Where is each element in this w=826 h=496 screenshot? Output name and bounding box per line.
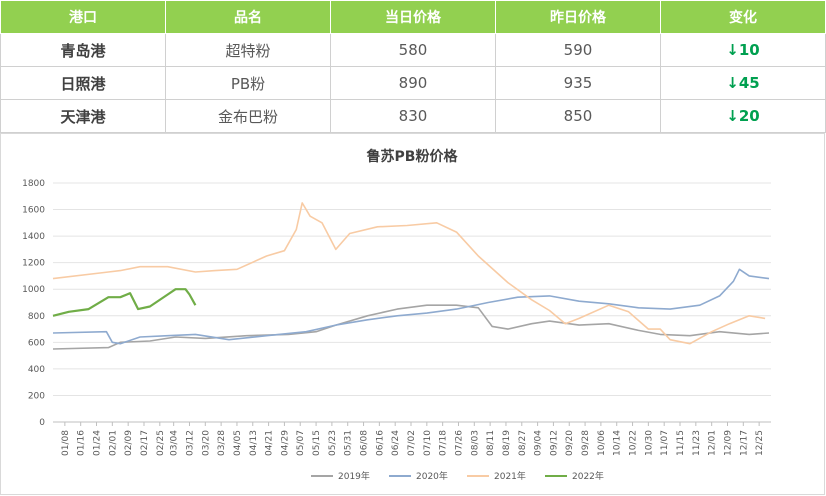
x-tick-label: 04/29 [280, 430, 290, 456]
x-tick-label: 12/09 [723, 430, 733, 456]
product-cell: PB粉 [165, 66, 331, 100]
y-tick-label: 1400 [22, 232, 45, 242]
x-tick-label: 08/11 [486, 430, 496, 456]
series-line [52, 304, 770, 350]
x-tick-label: 05/15 [312, 430, 322, 456]
today-price-cell: 580 [330, 33, 496, 67]
legend-label: 2019年 [338, 470, 370, 482]
x-tick-label: 10/06 [597, 430, 607, 456]
x-tick-label: 01/08 [61, 430, 71, 456]
change-cell: ↓20 [660, 99, 826, 133]
x-tick-label: 04/05 [233, 430, 243, 456]
yesterday-price-cell: 590 [495, 33, 661, 67]
change-cell: ↓45 [660, 66, 826, 100]
x-tick-label: 05/31 [344, 430, 354, 456]
x-tick-label: 09/20 [565, 430, 575, 456]
y-tick-label: 1600 [22, 206, 45, 216]
chart-container: 鲁苏PB粉价格 0 200 400 600 800 1000 1200 1400 1600 1800… [0, 133, 825, 495]
today-price-cell: 890 [330, 66, 496, 100]
column-header: 昨日价格 [495, 0, 661, 34]
table-header-row: 港口 品名 当日价格 昨日价格 变化 [0, 0, 826, 34]
port-cell: 青岛港 [0, 33, 166, 67]
x-tick-label: 08/03 [470, 430, 480, 456]
x-tick-label: 01/24 [93, 430, 103, 456]
today-price-cell: 830 [330, 99, 496, 133]
y-tick-label: 1000 [22, 285, 45, 295]
x-tick-label: 12/01 [708, 430, 718, 456]
x-tick-label: 12/25 [755, 430, 765, 456]
x-tick-label: 03/28 [217, 430, 227, 456]
price-table: 港口 品名 当日价格 昨日价格 变化 青岛港 超特粉 580 590 ↓10 日… [0, 0, 826, 133]
x-tick-label: 02/25 [156, 430, 166, 456]
series-line [52, 202, 766, 345]
legend-label: 2020年 [416, 470, 448, 482]
x-tick-label: 06/08 [360, 430, 370, 456]
x-tick-label: 08/19 [502, 430, 512, 456]
x-tick-label: 10/30 [644, 430, 654, 456]
y-tick-label: 400 [28, 365, 45, 375]
y-tick-label: 600 [28, 338, 45, 348]
line-chart: 鲁苏PB粉价格 0 200 400 600 800 1000 1200 1400 1600 1800… [22, 148, 771, 482]
x-tick-label: 12/17 [739, 430, 749, 456]
column-header: 变化 [660, 0, 826, 34]
x-tick-label: 09/28 [581, 430, 591, 456]
x-tick-label: 06/16 [375, 430, 385, 456]
table-row: 天津港 金布巴粉 830 850 ↓20 [0, 99, 826, 133]
port-cell: 天津港 [0, 99, 166, 133]
port-cell: 日照港 [0, 66, 166, 100]
x-tick-label: 11/23 [692, 430, 702, 456]
x-tick-label: 10/22 [629, 430, 639, 456]
legend-label: 2022年 [572, 470, 604, 482]
x-tick-label: 07/02 [407, 430, 417, 456]
column-header: 当日价格 [330, 0, 496, 34]
y-tick-label: 1200 [22, 259, 45, 269]
legend-label: 2021年 [494, 470, 526, 482]
table-row: 青岛港 超特粉 580 590 ↓10 [0, 33, 826, 67]
table-row: 日照港 PB粉 890 935 ↓45 [0, 66, 826, 100]
series-line [52, 288, 197, 317]
x-tick-label: 03/20 [201, 430, 211, 456]
y-tick-label: 0 [39, 418, 45, 428]
x-tick-label: 10/14 [613, 430, 623, 456]
x-tick-label: 11/15 [676, 430, 686, 456]
column-header: 港口 [0, 0, 166, 34]
series-line [52, 268, 770, 345]
change-cell: ↓10 [660, 33, 826, 67]
x-tick-label: 11/07 [660, 430, 670, 456]
x-tick-label: 06/24 [391, 430, 401, 456]
x-tick-label: 08/27 [518, 430, 528, 456]
x-tick-label: 07/10 [423, 430, 433, 456]
product-cell: 金布巴粉 [165, 99, 331, 133]
x-tick-label: 09/12 [549, 430, 559, 456]
product-cell: 超特粉 [165, 33, 331, 67]
x-tick-label: 02/01 [108, 430, 118, 456]
yesterday-price-cell: 935 [495, 66, 661, 100]
x-tick-label: 03/04 [170, 430, 180, 456]
x-tick-label: 01/16 [77, 430, 87, 456]
x-tick-label: 04/13 [249, 430, 259, 456]
y-tick-label: 200 [28, 391, 45, 401]
x-tick-label: 02/17 [140, 430, 150, 456]
x-tick-label: 07/26 [454, 430, 464, 456]
x-tick-label: 09/04 [534, 430, 544, 456]
x-tick-label: 04/21 [265, 430, 275, 456]
column-header: 品名 [165, 0, 331, 34]
y-tick-label: 800 [28, 312, 45, 322]
x-tick-label: 05/23 [328, 430, 338, 456]
yesterday-price-cell: 850 [495, 99, 661, 133]
x-tick-label: 02/09 [124, 430, 134, 456]
x-tick-label: 03/12 [185, 430, 195, 456]
y-tick-label: 1800 [22, 179, 45, 189]
chart-title: 鲁苏PB粉价格 [366, 148, 459, 165]
x-tick-label: 07/18 [439, 430, 449, 456]
x-tick-label: 05/07 [296, 430, 306, 456]
